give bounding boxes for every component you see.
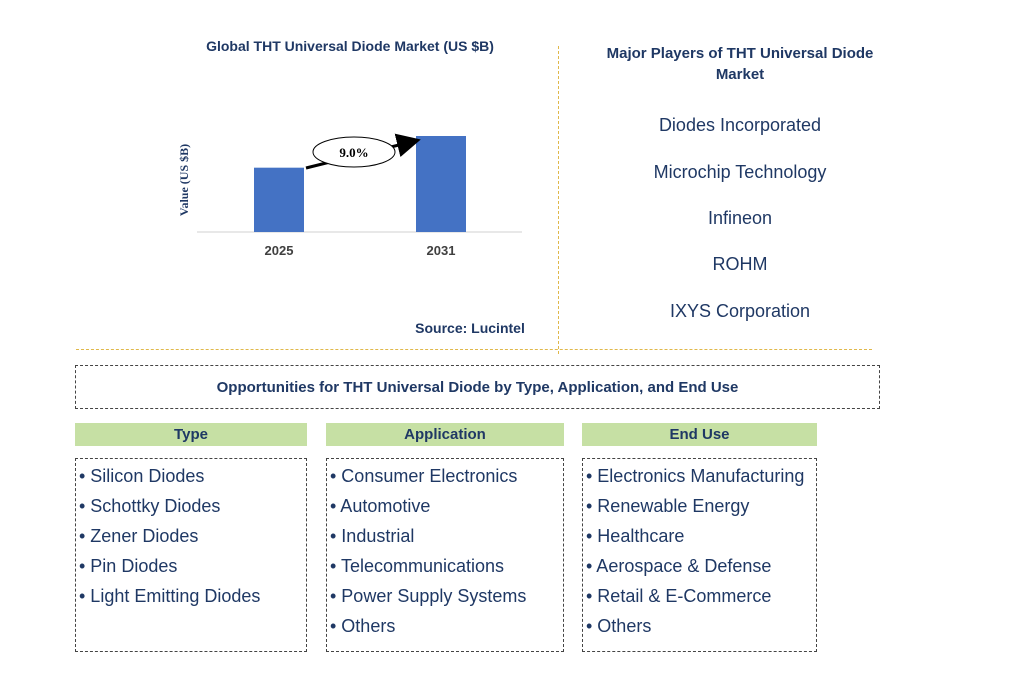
list-item: • Retail & E-Commerce [586, 586, 772, 606]
list-item: • Automotive [330, 496, 431, 516]
player-item: Infineon [707, 208, 773, 228]
cagr-label: 9.0% [339, 145, 368, 160]
list-item: • Electronics Manufacturing [586, 466, 805, 486]
end-use-list: • Electronics Manufacturing • Renewable … [586, 461, 816, 641]
application-header: Application [326, 423, 564, 446]
opportunities-title: Opportunities for THT Universal Diode by… [75, 365, 880, 409]
bars-group: 2025 2031 [254, 136, 466, 258]
players-title: Major Players of THT Universal Diode Mar… [606, 45, 874, 83]
list-item: • Schottky Diodes [79, 496, 221, 516]
cagr-ellipse [312, 136, 396, 168]
list-item: • Industrial [330, 526, 415, 546]
end-use-header: End Use [582, 423, 817, 446]
list-item: • Telecommunications [330, 556, 505, 576]
bar-2025 [254, 167, 304, 232]
list-item: • Silicon Diodes [79, 466, 205, 486]
type-list-box: • Silicon Diodes • Schottky Diodes • Zen… [75, 458, 307, 652]
list-item: • Healthcare [586, 526, 685, 546]
list-item: • Renewable Energy [586, 496, 750, 516]
end-use-list-box: • Electronics Manufacturing • Renewable … [582, 458, 817, 652]
list-item: • Light Emitting Diodes [79, 586, 261, 606]
source-label: Source: Lucintel [415, 320, 525, 336]
application-list-box: • Consumer Electronics • Automotive • In… [326, 458, 564, 652]
list-item: • Others [330, 616, 396, 636]
list-item: • Pin Diodes [79, 556, 178, 576]
chart-title: Global THT Universal Diode Market (US $B… [206, 38, 494, 54]
x-tick-label: 2031 [427, 243, 456, 258]
list-item: • Others [586, 616, 652, 636]
type-list: • Silicon Diodes • Schottky Diodes • Zen… [79, 461, 306, 611]
list-item: • Aerospace & Defense [586, 556, 772, 576]
application-list: • Consumer Electronics • Automotive • In… [330, 461, 563, 641]
horizontal-divider [76, 349, 872, 350]
player-item: Microchip Technology [653, 162, 827, 182]
player-item: IXYS Corporation [669, 301, 811, 321]
player-item: Diodes Incorporated [658, 115, 822, 135]
y-axis-label: Value (US $B) [177, 144, 191, 216]
bar-chart: Value (US $B) 2025 2031 9.0% [177, 133, 522, 258]
list-item: • Consumer Electronics [330, 466, 518, 486]
player-item: ROHM [712, 254, 768, 274]
x-tick-label: 2025 [265, 243, 294, 258]
vertical-divider [558, 46, 559, 354]
bar-2031 [416, 136, 466, 232]
list-item: • Zener Diodes [79, 526, 199, 546]
type-header: Type [75, 423, 307, 446]
opportunities-title-text: Opportunities for THT Universal Diode by… [216, 378, 739, 396]
list-item: • Power Supply Systems [330, 586, 527, 606]
